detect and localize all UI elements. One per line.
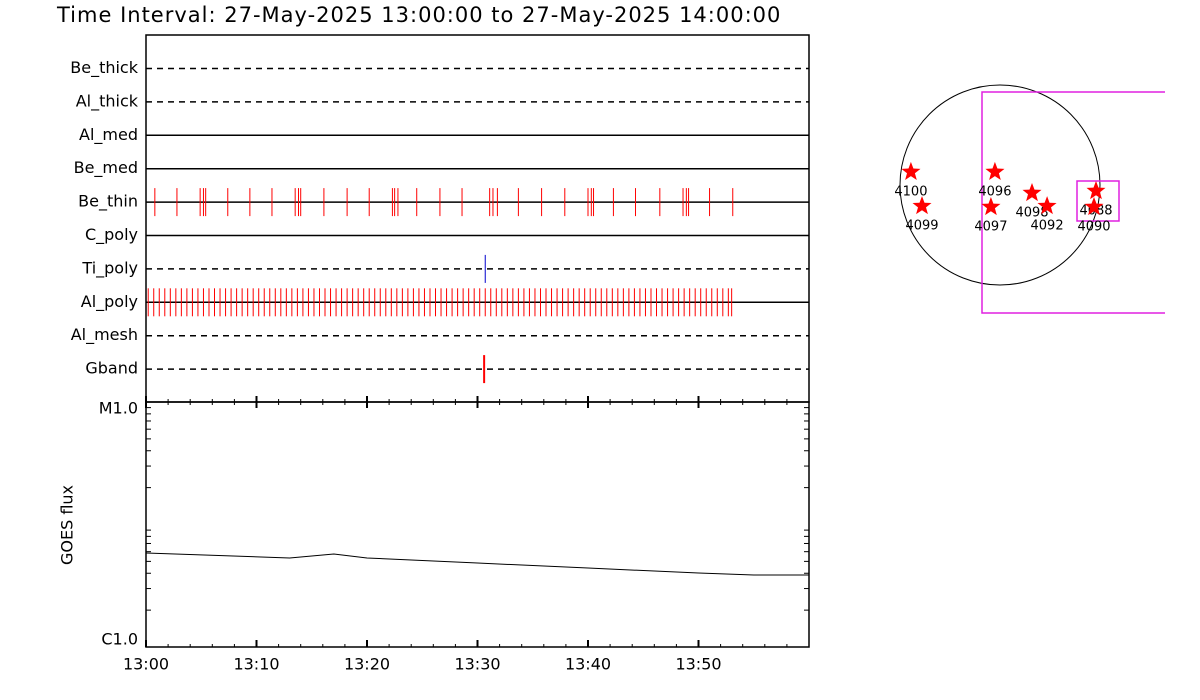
row-label: Be_thin [78,192,138,212]
row-label: Al_poly [81,292,138,312]
target-box [1076,180,1120,222]
goes-frame [145,401,810,648]
row-label: Be_med [74,158,138,178]
region-label: 4099 [905,219,938,234]
goes-curve [145,552,809,576]
region-star [981,197,1001,216]
region-star [1022,183,1042,202]
solar-disk [899,84,1101,286]
region-label: 4092 [1031,219,1064,234]
x-tick-label: 13:20 [344,655,390,674]
timeline-frame [145,34,810,403]
region-star [1084,197,1104,216]
region-label: 4096 [978,184,1011,199]
x-tick-label: 13:10 [233,655,279,674]
y-tick-label: C1.0 [101,630,138,649]
region-label: 4097 [974,220,1007,235]
region-star [901,161,921,180]
region-star [1037,196,1057,215]
region-label: 4090 [1077,220,1110,235]
row-label: Al_med [79,125,138,145]
region-star [912,196,932,215]
chart-title: Time Interval: 27-May-2025 13:00:00 to 2… [56,3,781,27]
region-label: 4100 [894,184,927,199]
row-label: Al_mesh [71,325,138,345]
x-tick-label: 13:40 [565,655,611,674]
region-star [1086,181,1106,200]
row-label: Be_thick [70,58,138,78]
y-axis-label: GOES flux [58,485,77,565]
x-tick-label: 13:00 [123,655,169,674]
region-label: 4098 [1015,206,1048,221]
region-star [985,161,1005,180]
row-label: Gband [85,359,138,378]
row-label: Ti_poly [81,258,138,278]
y-tick-label: M1.0 [99,399,138,418]
row-label: C_poly [85,225,138,245]
field-of-view [981,91,1165,314]
row-label: Al_thick [76,91,139,111]
x-tick-label: 13:30 [454,655,500,674]
x-tick-label: 13:50 [675,655,721,674]
